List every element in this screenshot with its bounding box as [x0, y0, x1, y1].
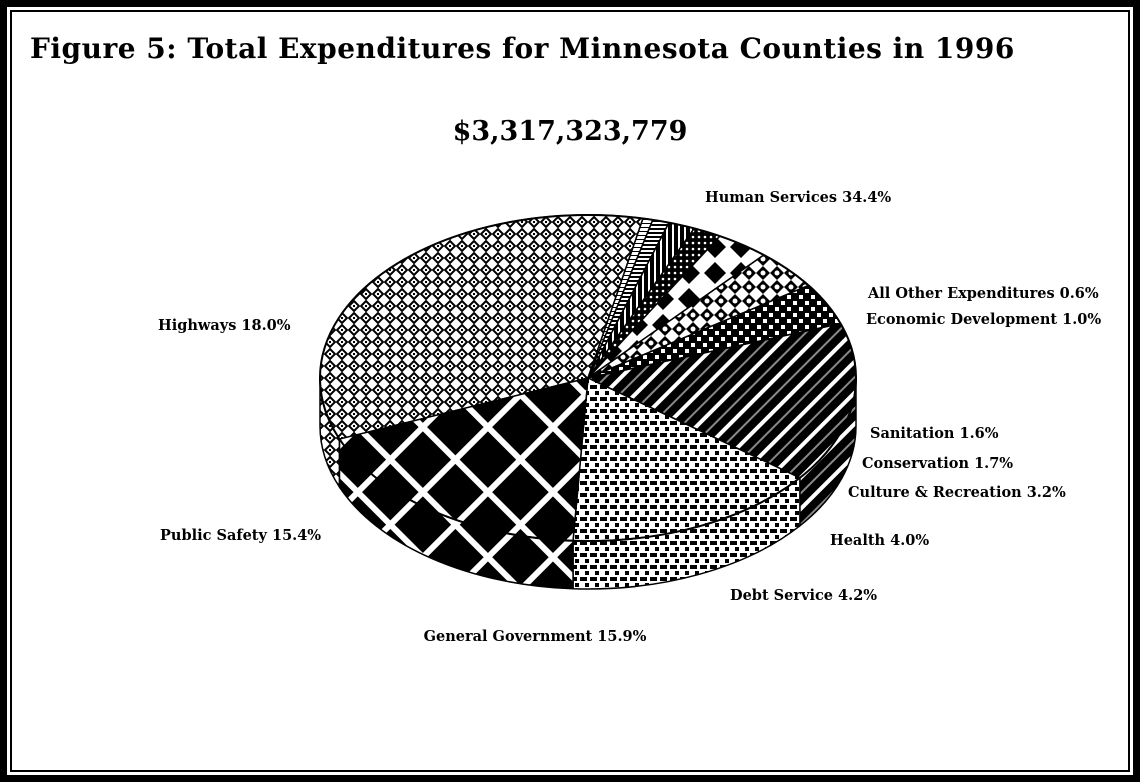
slice-label-sanitation: Sanitation 1.6% — [870, 425, 999, 442]
slice-label-public-safety: Public Safety 15.4% — [160, 527, 321, 544]
slice-label-human-services: Human Services 34.4% — [705, 189, 891, 206]
slice-label-debt-service: Debt Service 4.2% — [730, 587, 877, 604]
slice-label-economic-development: Economic Development 1.0% — [866, 311, 1101, 328]
slice-label-all-other-expenditures: All Other Expenditures 0.6% — [867, 285, 1099, 302]
pie-outline — [319, 214, 857, 542]
slice-label-general-government: General Government 15.9% — [424, 628, 647, 645]
slice-label-culture-and-recreation: Culture & Recreation 3.2% — [848, 484, 1066, 501]
slice-label-health: Health 4.0% — [830, 532, 929, 549]
total-amount: $3,317,323,779 — [452, 116, 688, 147]
slice-label-conservation: Conservation 1.7% — [862, 455, 1013, 472]
chart-title: Figure 5: Total Expenditures for Minneso… — [30, 32, 1015, 65]
slice-label-highways: Highways 18.0% — [158, 317, 291, 334]
